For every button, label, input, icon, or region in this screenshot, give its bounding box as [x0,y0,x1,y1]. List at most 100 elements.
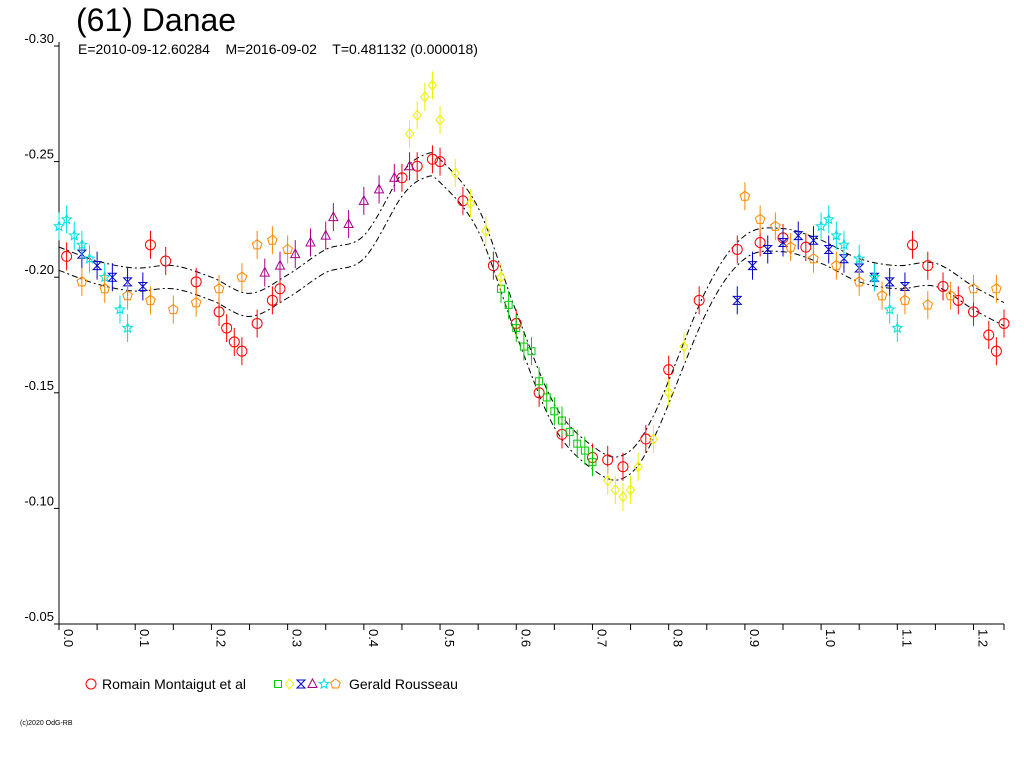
copyright-credit: (c)2020 OdG-RB [20,720,73,727]
data-point [640,433,652,445]
data-point [876,290,888,301]
data-point [679,340,689,353]
data-point [426,153,438,165]
data-point [282,243,293,254]
data-point [648,433,659,445]
data-point [213,283,225,294]
data-point [289,248,301,259]
data-point [731,243,743,255]
data-point [830,229,843,241]
data-point [121,321,134,334]
data-point [884,277,895,287]
data-point [869,272,880,282]
data-point [434,156,446,168]
data-point [550,407,559,416]
data-point [899,281,911,291]
data-point [427,79,438,92]
legend-marker [85,678,97,690]
data-point [60,213,73,225]
data-point [76,276,88,287]
data-point [274,259,286,270]
data-point [868,270,881,283]
data-point [983,329,995,341]
x-tick-label: 0.3 [290,629,305,647]
series-6 [76,182,1002,324]
data-point [922,299,934,310]
data-point [739,190,751,201]
data-point [137,281,149,291]
data-point [891,321,904,334]
data-point [83,252,96,264]
data-point [831,259,842,271]
data-point [922,260,934,272]
x-tick-label: 0.9 [747,629,762,647]
data-point [68,229,81,241]
fit-curve-upper-band [58,175,1005,481]
data-point [603,474,613,487]
data-point [251,239,263,250]
x-tick-label: 0.5 [442,629,457,647]
data-point [777,238,789,248]
data-point [465,197,476,210]
y-tick-label: -0.05 [24,609,54,624]
legend-label: Romain Montaigut et al [102,676,246,692]
data-point [907,239,919,251]
data-point [52,219,66,232]
data-point [435,114,445,126]
data-point [952,294,964,306]
data-point [274,283,286,295]
data-point [404,160,415,171]
data-point [573,439,582,448]
data-point [358,194,370,205]
data-point [412,109,422,122]
data-point [388,171,400,182]
data-point [793,231,804,241]
series-2 [404,71,689,511]
data-point [663,364,675,376]
data-point [373,183,385,194]
data-point [968,306,980,318]
data-point [762,244,773,254]
data-point [305,236,316,247]
series-3 [76,221,911,315]
data-point [213,306,225,318]
y-tick-label: -0.10 [24,493,54,508]
data-point [113,303,126,315]
data-point [228,336,240,348]
legend-marker [307,677,318,688]
data-point [693,294,705,306]
data-point [61,250,73,262]
x-tick-label: 0.1 [137,629,152,647]
data-point [343,217,354,229]
data-point [602,454,614,466]
data-point [168,303,179,315]
data-point [542,393,551,402]
data-point [481,225,491,237]
data-point [487,260,499,272]
data-point [785,241,796,252]
legend-marker [284,678,295,690]
data-point [747,261,758,271]
data-point [320,229,332,240]
data-point [145,294,156,305]
data-point [144,239,156,251]
data-point [998,317,1010,329]
x-tick-label: 0.8 [671,629,686,647]
data-point [853,263,865,273]
data-point [853,276,865,287]
data-point [160,255,172,267]
data-point [808,253,819,264]
legend-marker [317,677,331,690]
x-tick-label: 1.0 [823,629,838,647]
data-point [557,416,566,425]
data-point [75,238,88,251]
data-point [91,261,103,271]
data-point [754,213,766,224]
data-point [535,377,544,386]
data-point [633,460,643,473]
data-point [822,213,835,225]
y-tick-label: -0.25 [24,147,54,162]
data-point [122,290,133,301]
data-point [899,294,911,305]
